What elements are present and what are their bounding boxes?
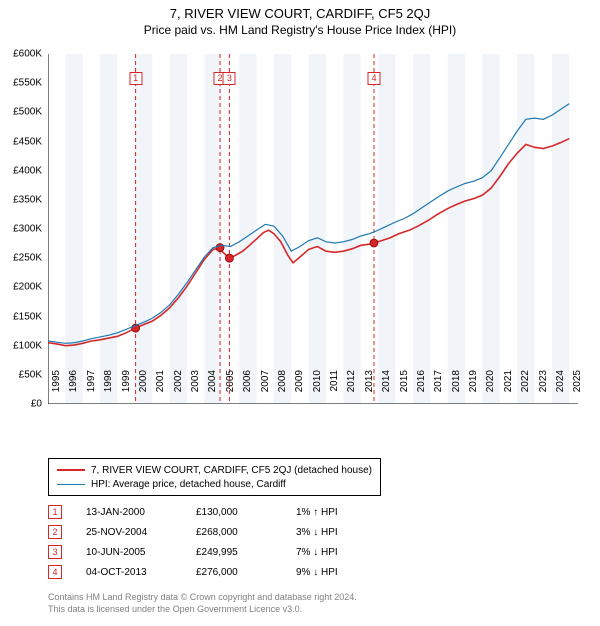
y-tick-label: £400K bbox=[0, 165, 42, 176]
x-tick-label: 1997 bbox=[86, 370, 97, 410]
sale-delta: 9% ↓ HPI bbox=[296, 567, 386, 578]
sale-delta: 1% ↑ HPI bbox=[296, 507, 386, 518]
x-tick-label: 2012 bbox=[346, 370, 357, 410]
x-tick-label: 2019 bbox=[468, 370, 479, 410]
y-tick-label: £50K bbox=[0, 369, 42, 380]
sale-price: £249,995 bbox=[196, 547, 296, 558]
x-tick-label: 2010 bbox=[312, 370, 323, 410]
sale-marker-icon: 1 bbox=[48, 505, 62, 519]
y-tick-label: £250K bbox=[0, 253, 42, 264]
attribution-line: This data is licensed under the Open Gov… bbox=[48, 604, 357, 616]
y-tick-label: £0 bbox=[0, 399, 42, 410]
legend-item: 7, RIVER VIEW COURT, CARDIFF, CF5 2QJ (d… bbox=[57, 463, 372, 477]
y-tick-label: £350K bbox=[0, 194, 42, 205]
sale-marker-flag: 1 bbox=[129, 72, 142, 85]
y-tick-label: £500K bbox=[0, 107, 42, 118]
y-tick-label: £100K bbox=[0, 340, 42, 351]
x-tick-label: 2014 bbox=[381, 370, 392, 410]
sale-row: 3 10-JUN-2005£249,9957% ↓ HPI bbox=[48, 542, 386, 562]
legend-item: HPI: Average price, detached house, Card… bbox=[57, 477, 372, 491]
x-tick-label: 1995 bbox=[51, 370, 62, 410]
sale-marker-flag: 4 bbox=[367, 72, 380, 85]
y-tick-label: £450K bbox=[0, 136, 42, 147]
sale-date: 04-OCT-2013 bbox=[86, 567, 196, 578]
sale-marker-flag: 3 bbox=[223, 72, 236, 85]
legend-label: HPI: Average price, detached house, Card… bbox=[91, 479, 286, 490]
attribution: Contains HM Land Registry data © Crown c… bbox=[48, 592, 357, 615]
sales-table: 1 13-JAN-2000£130,0001% ↑ HPI 2 25-NOV-2004… bbox=[48, 502, 386, 582]
x-tick-label: 2015 bbox=[399, 370, 410, 410]
x-tick-label: 2006 bbox=[242, 370, 253, 410]
sale-row: 1 13-JAN-2000£130,0001% ↑ HPI bbox=[48, 502, 386, 522]
y-tick-label: £600K bbox=[0, 49, 42, 60]
x-tick-label: 2020 bbox=[485, 370, 496, 410]
y-tick-label: £300K bbox=[0, 224, 42, 235]
x-tick-label: 2009 bbox=[294, 370, 305, 410]
x-tick-label: 2023 bbox=[538, 370, 549, 410]
sale-price: £130,000 bbox=[196, 507, 296, 518]
sale-date: 10-JUN-2005 bbox=[86, 547, 196, 558]
plot-svg bbox=[48, 54, 578, 404]
chart-title: 7, RIVER VIEW COURT, CARDIFF, CF5 2QJ bbox=[0, 6, 600, 21]
x-tick-label: 2004 bbox=[207, 370, 218, 410]
sale-date: 25-NOV-2004 bbox=[86, 527, 196, 538]
x-tick-label: 2003 bbox=[190, 370, 201, 410]
chart-area: £0£50K£100K£150K£200K£250K£300K£350K£400… bbox=[48, 54, 578, 404]
x-tick-label: 2005 bbox=[225, 370, 236, 410]
x-tick-label: 2021 bbox=[503, 370, 514, 410]
x-tick-label: 2000 bbox=[138, 370, 149, 410]
sale-price: £276,000 bbox=[196, 567, 296, 578]
sale-row: 2 25-NOV-2004£268,0003% ↓ HPI bbox=[48, 522, 386, 542]
legend-swatch bbox=[57, 484, 85, 485]
x-tick-label: 2017 bbox=[433, 370, 444, 410]
sale-price: £268,000 bbox=[196, 527, 296, 538]
x-tick-label: 1998 bbox=[103, 370, 114, 410]
sale-delta: 3% ↓ HPI bbox=[296, 527, 386, 538]
chart-subtitle: Price paid vs. HM Land Registry's House … bbox=[0, 23, 600, 37]
sale-marker-icon: 3 bbox=[48, 545, 62, 559]
sale-date: 13-JAN-2000 bbox=[86, 507, 196, 518]
x-tick-label: 2022 bbox=[520, 370, 531, 410]
y-tick-label: £550K bbox=[0, 78, 42, 89]
sale-marker-icon: 4 bbox=[48, 565, 62, 579]
x-tick-label: 2016 bbox=[416, 370, 427, 410]
x-tick-label: 1996 bbox=[68, 370, 79, 410]
x-tick-label: 2025 bbox=[572, 370, 583, 410]
x-tick-label: 2007 bbox=[260, 370, 271, 410]
x-tick-label: 2018 bbox=[451, 370, 462, 410]
y-tick-label: £150K bbox=[0, 311, 42, 322]
x-tick-label: 2008 bbox=[277, 370, 288, 410]
sale-delta: 7% ↓ HPI bbox=[296, 547, 386, 558]
legend: 7, RIVER VIEW COURT, CARDIFF, CF5 2QJ (d… bbox=[48, 458, 381, 496]
legend-swatch bbox=[57, 469, 85, 471]
x-tick-label: 2011 bbox=[329, 370, 340, 410]
sale-marker-icon: 2 bbox=[48, 525, 62, 539]
x-tick-label: 2002 bbox=[173, 370, 184, 410]
x-tick-label: 2013 bbox=[364, 370, 375, 410]
legend-label: 7, RIVER VIEW COURT, CARDIFF, CF5 2QJ (d… bbox=[91, 465, 372, 476]
x-tick-label: 2024 bbox=[555, 370, 566, 410]
x-tick-label: 2001 bbox=[155, 370, 166, 410]
attribution-line: Contains HM Land Registry data © Crown c… bbox=[48, 592, 357, 604]
sale-row: 4 04-OCT-2013£276,0009% ↓ HPI bbox=[48, 562, 386, 582]
x-tick-label: 1999 bbox=[121, 370, 132, 410]
chart-container: 7, RIVER VIEW COURT, CARDIFF, CF5 2QJ Pr… bbox=[0, 6, 600, 626]
y-tick-label: £200K bbox=[0, 282, 42, 293]
